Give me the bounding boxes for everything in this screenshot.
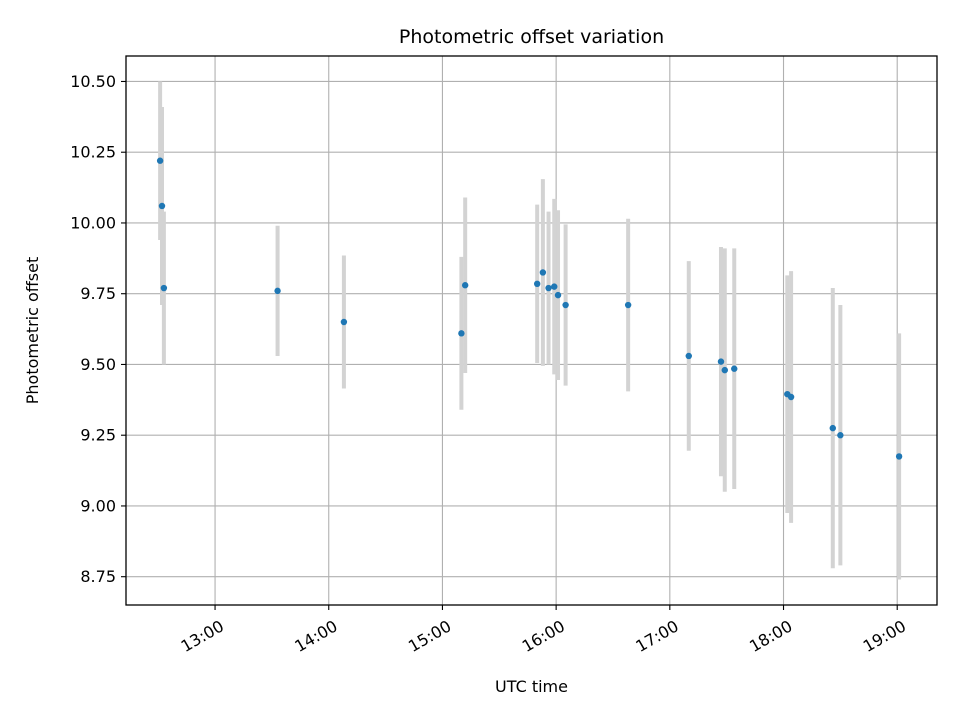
data-point xyxy=(461,282,469,289)
data-point xyxy=(837,432,844,439)
data-point xyxy=(895,453,903,460)
data-point xyxy=(533,280,541,288)
data-point xyxy=(721,366,728,374)
data-point xyxy=(274,287,281,295)
data-points xyxy=(156,157,903,460)
y-tick-label: 9.75 xyxy=(80,284,116,303)
chart-title: Photometric offset variation xyxy=(399,26,664,48)
y-tick-label: 9.00 xyxy=(80,496,116,515)
data-point xyxy=(340,318,348,326)
y-tick-label: 10.00 xyxy=(70,213,116,232)
data-point xyxy=(787,393,795,401)
y-tick-label: 9.50 xyxy=(80,355,116,374)
plot-frame xyxy=(125,55,938,606)
data-point xyxy=(156,157,164,164)
data-point xyxy=(551,283,558,290)
grid xyxy=(126,56,937,605)
x-axis-label: UTC time xyxy=(495,677,568,696)
data-point xyxy=(160,284,168,292)
y-tick-label: 10.25 xyxy=(70,143,116,162)
data-point xyxy=(458,330,465,337)
data-point xyxy=(624,301,632,309)
data-point xyxy=(731,365,738,372)
y-tick-label: 9.25 xyxy=(80,426,116,445)
y-axis-label: Photometric offset xyxy=(23,257,42,405)
y-tick-label: 10.50 xyxy=(70,72,116,91)
data-point xyxy=(685,352,692,360)
data-point xyxy=(562,301,569,309)
data-point xyxy=(717,358,725,365)
data-point xyxy=(539,269,547,276)
data-point xyxy=(158,202,166,210)
data-point xyxy=(545,284,552,292)
data-point xyxy=(554,291,562,299)
y-tick-label: 8.75 xyxy=(80,567,116,586)
data-point xyxy=(829,424,836,432)
